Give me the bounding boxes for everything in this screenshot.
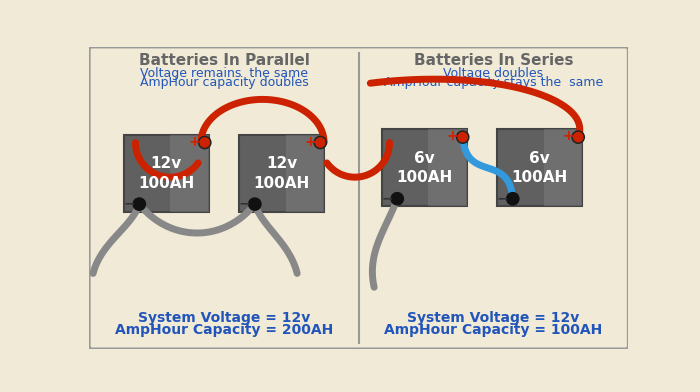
FancyBboxPatch shape: [239, 135, 324, 212]
Text: +: +: [304, 135, 316, 149]
Text: 12v
100AH: 12v 100AH: [138, 156, 195, 191]
Text: System Voltage = 12v: System Voltage = 12v: [407, 311, 580, 325]
Circle shape: [456, 131, 469, 143]
Text: −: −: [497, 191, 509, 205]
FancyBboxPatch shape: [428, 129, 466, 207]
Circle shape: [314, 136, 326, 149]
Circle shape: [572, 131, 584, 143]
Circle shape: [573, 132, 583, 142]
FancyBboxPatch shape: [544, 129, 582, 207]
FancyBboxPatch shape: [171, 135, 209, 212]
Circle shape: [248, 198, 261, 210]
FancyBboxPatch shape: [90, 47, 629, 349]
Text: 12v
100AH: 12v 100AH: [253, 156, 310, 191]
Text: 6v
100AH: 6v 100AH: [512, 151, 568, 185]
Text: Voltage remains  the same: Voltage remains the same: [140, 67, 308, 80]
Text: 6v
100AH: 6v 100AH: [396, 151, 452, 185]
Text: Voltage doubles: Voltage doubles: [443, 67, 544, 80]
Text: Batteries In Parallel: Batteries In Parallel: [139, 53, 309, 68]
Text: +: +: [447, 129, 459, 143]
FancyBboxPatch shape: [382, 129, 466, 207]
FancyBboxPatch shape: [124, 135, 209, 212]
Text: +: +: [562, 129, 574, 143]
Text: −: −: [382, 191, 393, 205]
Circle shape: [316, 138, 325, 147]
Text: System Voltage = 12v: System Voltage = 12v: [138, 311, 310, 325]
Text: AmpHour Capacity = 200AH: AmpHour Capacity = 200AH: [115, 323, 333, 338]
Text: +: +: [189, 135, 201, 149]
Circle shape: [199, 136, 211, 149]
Text: −: −: [123, 196, 135, 211]
Text: AmpHour capacity doubles: AmpHour capacity doubles: [139, 76, 309, 89]
Circle shape: [458, 132, 468, 142]
Text: AmpHour Capacity = 100AH: AmpHour Capacity = 100AH: [384, 323, 603, 338]
Circle shape: [200, 138, 209, 147]
Circle shape: [391, 192, 403, 205]
FancyBboxPatch shape: [286, 135, 324, 212]
Circle shape: [133, 198, 146, 210]
Text: Batteries In Series: Batteries In Series: [414, 53, 573, 68]
FancyBboxPatch shape: [497, 129, 582, 207]
Text: AmpHour capacity stays the  same: AmpHour capacity stays the same: [384, 76, 603, 89]
Text: −: −: [239, 196, 251, 211]
Circle shape: [507, 192, 519, 205]
